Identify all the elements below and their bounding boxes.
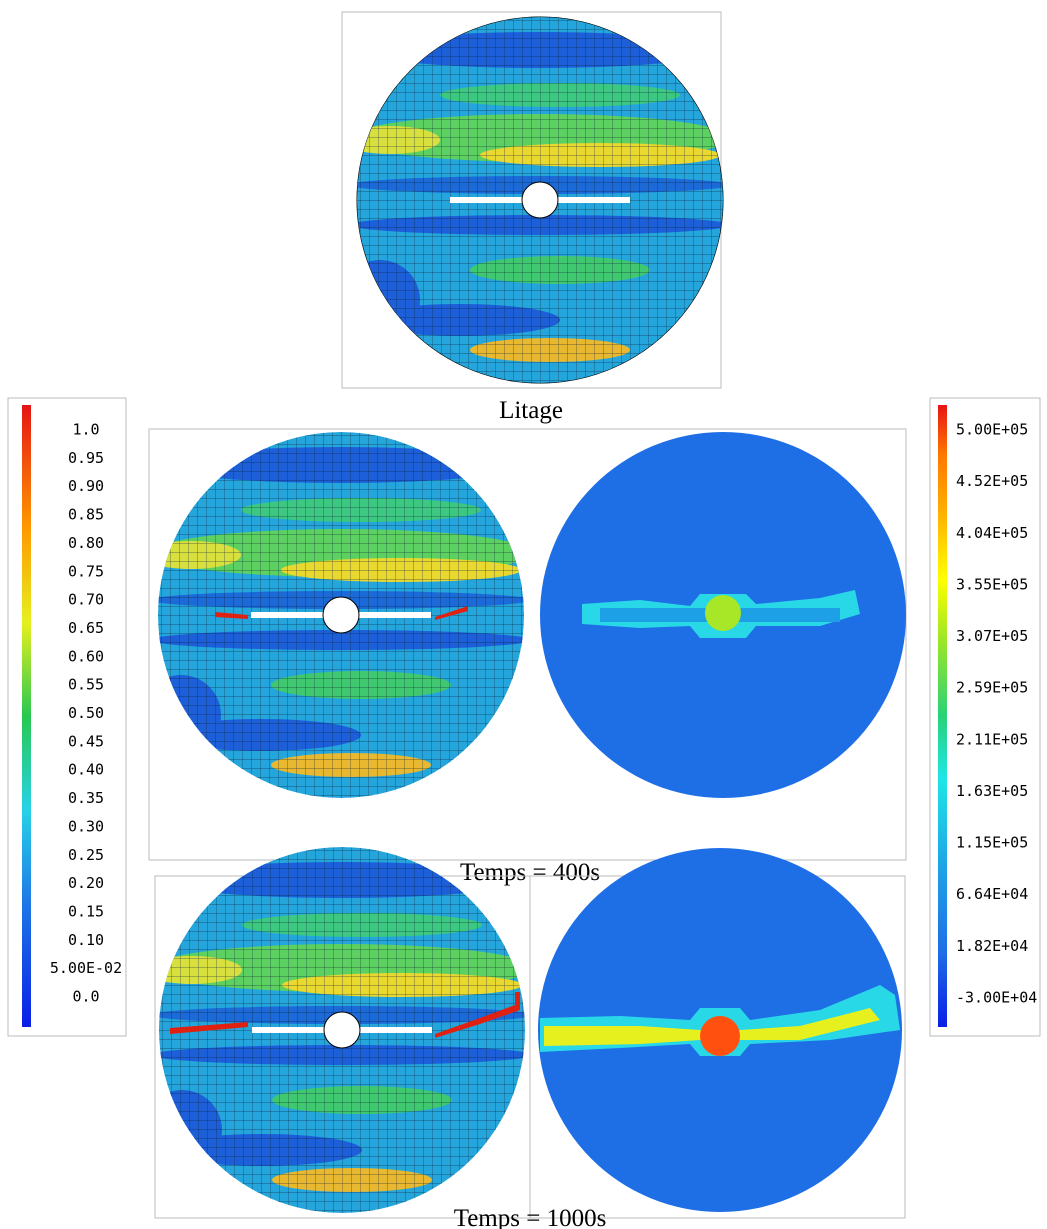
colorbar-label: 0.0 <box>72 988 99 1006</box>
colorbar-label: -3.00E+04 <box>956 989 1037 1007</box>
colorbar-label: 0.55 <box>68 676 104 694</box>
colorbar-label: 0.15 <box>68 902 104 920</box>
colorbar-label: 1.82E+04 <box>956 937 1028 955</box>
colorbar-label: 2.59E+05 <box>956 679 1028 697</box>
colorbar-label: 4.04E+05 <box>956 524 1028 542</box>
colorbar-label: 3.55E+05 <box>956 575 1028 593</box>
left-colorbar: 1.0 0.95 0.90 0.85 0.80 0.75 0.70 0.65 0.60 0.55 0… <box>7 397 127 1037</box>
pressure-field <box>538 848 902 1212</box>
colorbar-label: 1.0 <box>72 421 99 439</box>
colorbar-label: 0.95 <box>68 449 104 467</box>
colorbar-label: 5.00E-02 <box>50 959 122 977</box>
top-panel: Litage <box>340 10 730 424</box>
colorbar-label: 0.75 <box>68 562 104 580</box>
colorbar-label: 0.20 <box>68 874 104 892</box>
colorbar-label: 0.70 <box>68 591 104 609</box>
colorbar-label: 5.00E+05 <box>956 421 1028 439</box>
colorbar-label: 0.90 <box>68 477 104 495</box>
middle-panel: Temps = 400s <box>141 425 907 886</box>
pressure-field <box>540 432 906 798</box>
colorbar-label: 1.15E+05 <box>956 834 1028 852</box>
colorbar-label: 3.07E+05 <box>956 627 1028 645</box>
litage-field <box>340 10 730 390</box>
colorbar-label: 0.65 <box>68 619 104 637</box>
right-colorbar: 5.00E+05 4.52E+05 4.04E+05 3.55E+05 3.07E+05… <box>929 397 1041 1037</box>
caption: Temps = 1000s <box>454 1205 607 1229</box>
colorbar-label: 0.45 <box>68 732 104 750</box>
colorbar-label: 0.30 <box>68 817 104 835</box>
colorbar-label: 0.80 <box>68 534 104 552</box>
colorbar-label: 6.64E+04 <box>956 885 1028 903</box>
bottom-panel: Temps = 1000s <box>142 840 906 1229</box>
colorbar-label: 4.52E+05 <box>956 472 1028 490</box>
colorbar-label: 0.25 <box>68 846 104 864</box>
damage-field <box>141 425 531 805</box>
colorbar-label: 0.85 <box>68 506 104 524</box>
colorbar-label: 0.40 <box>68 761 104 779</box>
colorbar-label: 0.60 <box>68 647 104 665</box>
colorbar-label: 0.50 <box>68 704 104 722</box>
colorbar-label: 0.35 <box>68 789 104 807</box>
colorbar-label: 1.63E+05 <box>956 782 1028 800</box>
colorbar-label: 2.11E+05 <box>956 730 1028 748</box>
caption: Litage <box>499 397 563 424</box>
colorbar-label: 0.10 <box>68 931 104 949</box>
